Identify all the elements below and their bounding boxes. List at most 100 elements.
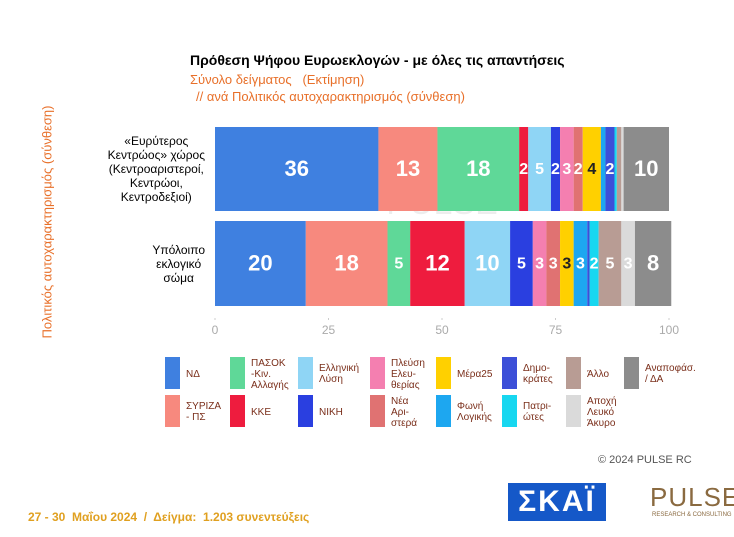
legend-swatch	[370, 357, 385, 389]
value-label: 20	[248, 250, 272, 275]
bar-segment	[582, 127, 601, 211]
x-tick-label: 50	[435, 323, 449, 337]
legend-swatch	[230, 395, 245, 427]
logo-pulse-sub: RESEARCH & CONSULTING	[652, 512, 732, 518]
bar-segment	[410, 221, 465, 306]
value-label: 4	[587, 161, 596, 178]
bar-segment	[589, 221, 599, 306]
bar-segment	[215, 127, 379, 211]
legend-swatch	[566, 395, 581, 427]
legend-label: ΠΑΣΟΚ -Κιν. Αλλαγής	[251, 357, 289, 391]
value-label: 12	[425, 250, 449, 275]
legend-label: ΚΚΕ	[251, 406, 272, 418]
legend-label: Αναποφάσ. / ΔΑ	[645, 363, 696, 385]
legend-label: ΝΔ	[186, 368, 200, 380]
subtitle: Σύνολο δείγματος (Εκτίμηση)	[190, 72, 365, 87]
legend-swatch	[298, 357, 313, 389]
value-label: 2	[606, 161, 615, 178]
legend-label: Πατρι- ώτες	[523, 401, 552, 423]
bar-segment	[623, 127, 669, 211]
legend-swatch	[566, 357, 581, 389]
value-label: 3	[624, 256, 633, 273]
legend-swatch	[502, 395, 517, 427]
y-axis-label: Πολιτικός αυτοχαρακτηρισμός (σύνθεση)	[39, 106, 54, 339]
bar-segment	[387, 221, 411, 306]
value-label: 13	[396, 156, 420, 181]
logo-skai: ΣΚΑΪ	[508, 483, 606, 521]
legend-label: Αποχή Λευκό Άκυρο	[587, 395, 617, 429]
bar-segment	[519, 127, 529, 211]
chart-title: Πρόθεση Ψήφου Ευρωεκλογών - με όλες τις …	[190, 52, 565, 68]
bar-segment	[215, 221, 306, 306]
value-label: 2	[574, 161, 583, 178]
legend-swatch	[298, 395, 313, 427]
bar-segment	[600, 127, 606, 211]
legend-label: ΣΥΡΙΖΑ - ΠΣ	[186, 401, 222, 423]
bar-segment	[634, 221, 672, 306]
category-label: «Ευρύτερος Κεντρώος» χώρος (Κεντροαριστε…	[107, 134, 205, 204]
legend-label: ΝΙΚΗ	[319, 406, 343, 418]
bar-segment	[621, 127, 624, 211]
legend-label: Άλλο	[587, 368, 610, 380]
value-label: 5	[535, 161, 544, 178]
value-label: 3	[535, 256, 544, 273]
legend-label: Πλεύση Ελευ- θερίας	[391, 357, 425, 391]
bar-segment	[378, 127, 438, 211]
value-label: 2	[590, 256, 599, 273]
bar-segment	[510, 221, 533, 306]
bar-segment	[573, 221, 588, 306]
value-label: 5	[517, 256, 526, 273]
value-label: 3	[549, 256, 558, 273]
value-label: 3	[576, 256, 585, 273]
legend-swatch	[436, 357, 451, 389]
legend-swatch	[230, 357, 245, 389]
bar-segment	[437, 127, 520, 211]
value-label: 18	[466, 156, 490, 181]
value-label: 3	[562, 161, 571, 178]
legend-swatch	[370, 395, 385, 427]
subtitle: // ανά Πολιτικός αυτοχαρακτηρισμός (σύνθ…	[196, 89, 465, 104]
value-label: 2	[519, 161, 528, 178]
value-label: 3	[562, 256, 571, 273]
bar-segment	[532, 221, 547, 306]
x-tick-label: 0	[212, 323, 219, 337]
value-label: 2	[551, 161, 560, 178]
legend-swatch	[624, 357, 639, 389]
bar-segment	[550, 127, 561, 211]
bar-segment	[621, 221, 635, 306]
legend-swatch	[165, 395, 180, 427]
x-tick-label: 25	[322, 323, 336, 337]
bar-segment	[528, 127, 551, 211]
value-label: 18	[334, 250, 358, 275]
category-label: Υπόλοιπο εκλογικό σώμα	[152, 242, 205, 285]
legend-label: Ελληνική Λύση	[319, 363, 360, 385]
legend-label: Δημο- κράτες	[523, 363, 553, 385]
bar-segment	[587, 221, 590, 306]
bar-segment	[560, 127, 574, 211]
bar-segment	[464, 221, 511, 306]
value-label: 10	[634, 156, 658, 181]
bar-segment	[305, 221, 388, 306]
value-label: 8	[647, 250, 659, 275]
copyright: © 2024 PULSE RC	[598, 454, 692, 466]
bar-segment	[546, 221, 561, 306]
legend-label: Φωνή Λογικής	[457, 401, 492, 423]
value-label: 10	[475, 250, 499, 275]
value-label: 5	[606, 256, 615, 273]
bar-segment	[614, 127, 617, 211]
legend-label: Νέα Αρι- στερά	[391, 395, 418, 429]
legend-label: Μέρα25	[457, 368, 493, 380]
legend-swatch	[502, 357, 517, 389]
value-label: 5	[394, 256, 403, 273]
bar-segment	[573, 127, 583, 211]
x-tick-label: 100	[659, 323, 679, 337]
footer: 27 - 30 Μαΐου 2024 / Δείγμα: 1.203 συνεν…	[28, 510, 310, 524]
x-tick-label: 75	[549, 323, 563, 337]
bar-segment	[560, 221, 574, 306]
value-label: 36	[284, 156, 308, 181]
bar-segment	[605, 127, 615, 211]
bar-segment	[616, 127, 622, 211]
legend-swatch	[436, 395, 451, 427]
